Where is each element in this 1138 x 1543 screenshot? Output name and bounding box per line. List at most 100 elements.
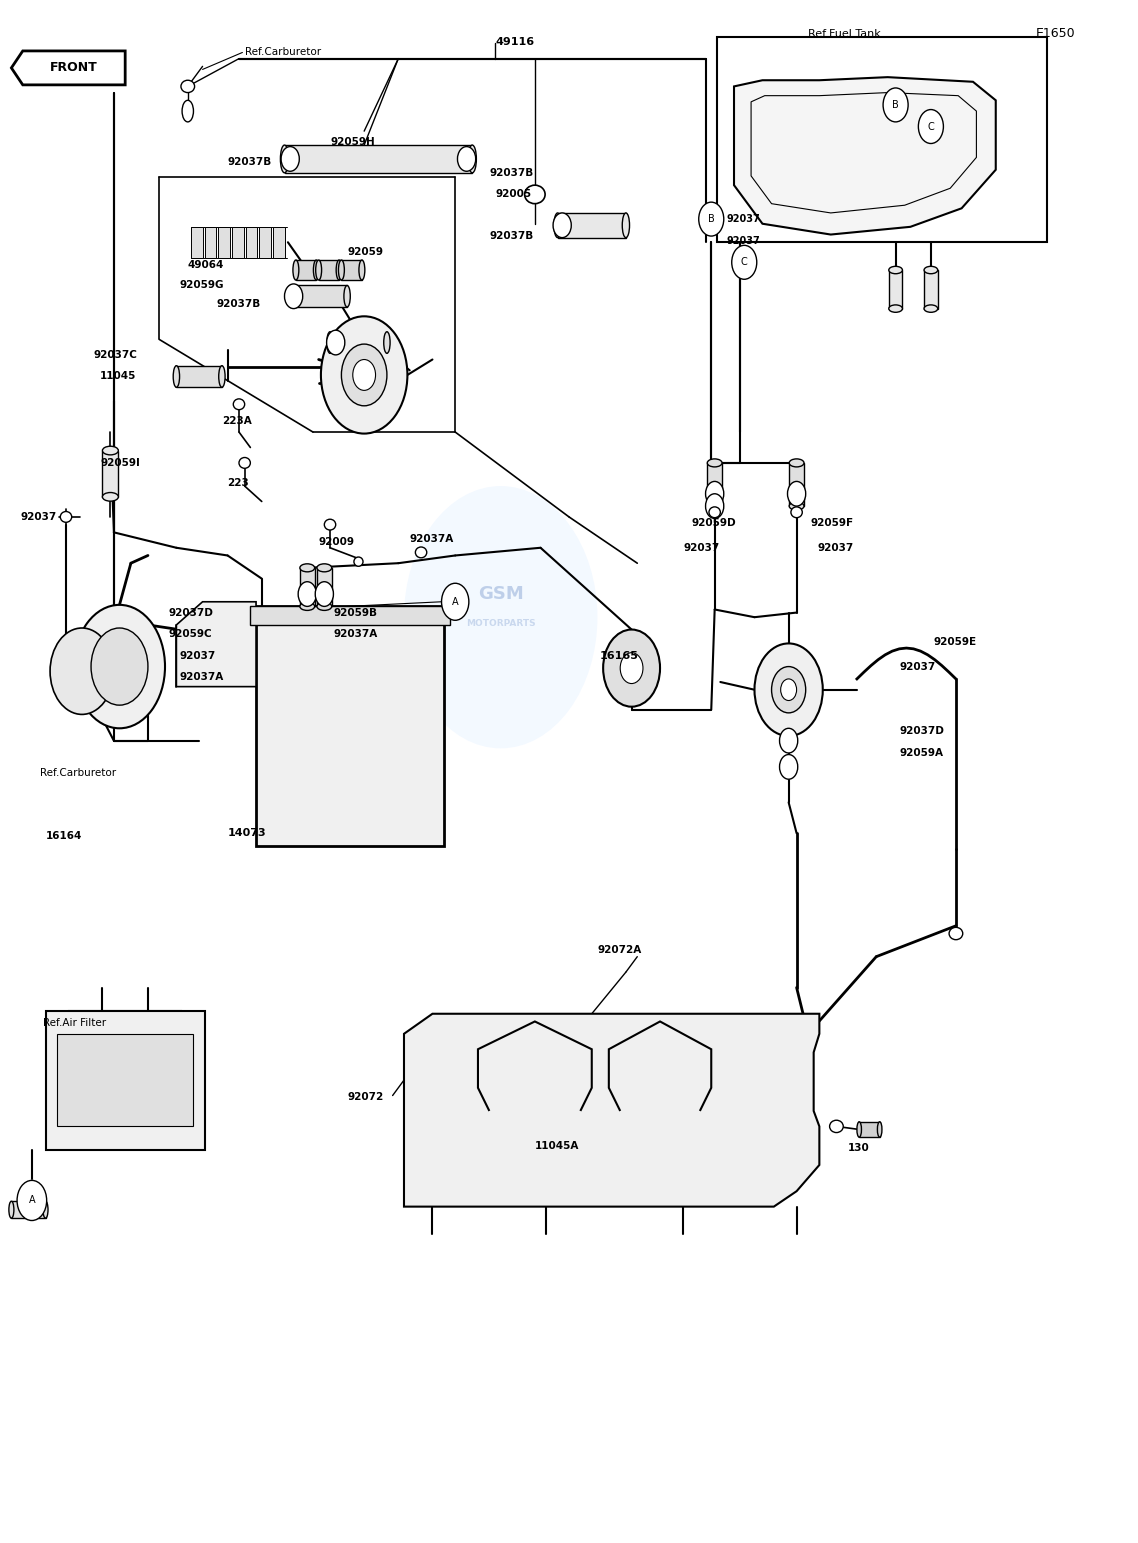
Bar (717, 37, 1047, 242)
Text: 92059I: 92059I (100, 458, 140, 468)
Text: 92037B: 92037B (228, 157, 272, 167)
Ellipse shape (102, 446, 118, 455)
Ellipse shape (707, 458, 721, 468)
Text: A: A (452, 597, 459, 606)
Bar (102, 451, 118, 497)
Circle shape (315, 582, 333, 606)
Text: B: B (892, 100, 899, 110)
Circle shape (553, 213, 571, 238)
Ellipse shape (315, 259, 322, 281)
Circle shape (780, 728, 798, 753)
Ellipse shape (358, 259, 365, 281)
Text: Ref.Carburetor: Ref.Carburetor (245, 48, 321, 57)
Circle shape (17, 1180, 47, 1221)
Circle shape (353, 360, 376, 390)
Ellipse shape (468, 145, 477, 173)
Ellipse shape (707, 501, 721, 511)
Text: 92037: 92037 (817, 543, 854, 552)
Bar (259, 227, 271, 258)
Circle shape (284, 284, 303, 309)
Text: E1650: E1650 (1036, 28, 1075, 40)
Bar (316, 568, 332, 606)
Text: 49116: 49116 (495, 37, 534, 46)
Text: 92059H: 92059H (330, 137, 374, 147)
Text: 92037: 92037 (726, 236, 760, 245)
Ellipse shape (287, 285, 294, 307)
Polygon shape (734, 77, 996, 235)
Ellipse shape (300, 602, 314, 611)
Text: C: C (741, 258, 748, 267)
Ellipse shape (554, 213, 561, 238)
Bar (889, 270, 902, 309)
Ellipse shape (354, 557, 363, 566)
Text: 92037: 92037 (180, 651, 216, 660)
Bar (789, 463, 803, 506)
Bar (46, 1011, 205, 1150)
Text: 92009: 92009 (319, 537, 355, 546)
Ellipse shape (622, 213, 629, 238)
Circle shape (74, 605, 165, 728)
Text: 92037: 92037 (726, 214, 760, 224)
Ellipse shape (313, 259, 320, 281)
Bar (256, 606, 444, 846)
Bar (319, 259, 339, 281)
Ellipse shape (239, 458, 250, 469)
Text: 92037A: 92037A (180, 673, 224, 682)
Circle shape (706, 481, 724, 506)
Text: Ref.Fuel Tank: Ref.Fuel Tank (808, 29, 881, 39)
Text: 92059G: 92059G (180, 281, 224, 290)
Text: 92037A: 92037A (410, 534, 454, 543)
Text: 92037D: 92037D (899, 727, 943, 736)
Text: 92037: 92037 (684, 543, 720, 552)
Bar (341, 259, 362, 281)
Ellipse shape (709, 506, 720, 517)
Text: 11045A: 11045A (535, 1142, 579, 1151)
Text: 92072A: 92072A (597, 946, 642, 955)
Circle shape (341, 344, 387, 406)
Text: B: B (708, 214, 715, 224)
Bar (250, 606, 450, 625)
Circle shape (91, 628, 148, 705)
Text: 92059B: 92059B (333, 608, 378, 617)
Bar (218, 227, 230, 258)
Text: 223: 223 (228, 478, 249, 488)
Bar (176, 366, 222, 387)
Ellipse shape (182, 100, 193, 122)
Text: 14073: 14073 (228, 829, 266, 838)
Ellipse shape (280, 145, 289, 173)
Text: C: C (927, 122, 934, 131)
Text: 92037: 92037 (899, 662, 935, 671)
Bar (296, 259, 316, 281)
Circle shape (918, 110, 943, 143)
Ellipse shape (300, 563, 314, 572)
Ellipse shape (43, 1200, 48, 1219)
Text: 92059E: 92059E (933, 637, 976, 647)
Ellipse shape (316, 602, 332, 611)
Ellipse shape (889, 306, 902, 312)
Text: 92059C: 92059C (168, 630, 212, 639)
Bar (232, 227, 244, 258)
Bar (290, 285, 347, 307)
Polygon shape (404, 1014, 819, 1207)
Circle shape (457, 147, 476, 171)
Text: 92037B: 92037B (489, 168, 534, 177)
Bar (273, 227, 284, 258)
Circle shape (699, 202, 724, 236)
Circle shape (883, 88, 908, 122)
Circle shape (603, 630, 660, 707)
Ellipse shape (857, 1122, 861, 1137)
Ellipse shape (789, 501, 803, 511)
Ellipse shape (877, 1122, 882, 1137)
Ellipse shape (384, 332, 390, 353)
Text: Ref.Air Filter: Ref.Air Filter (43, 1018, 106, 1028)
Ellipse shape (102, 492, 118, 501)
Circle shape (327, 330, 345, 355)
Bar (708, 463, 721, 506)
Bar (246, 227, 257, 258)
Text: 92037: 92037 (20, 512, 57, 522)
Text: 16165: 16165 (600, 651, 638, 660)
Text: 49064: 49064 (188, 261, 224, 270)
Circle shape (732, 245, 757, 279)
Polygon shape (176, 602, 256, 687)
Ellipse shape (60, 512, 72, 522)
